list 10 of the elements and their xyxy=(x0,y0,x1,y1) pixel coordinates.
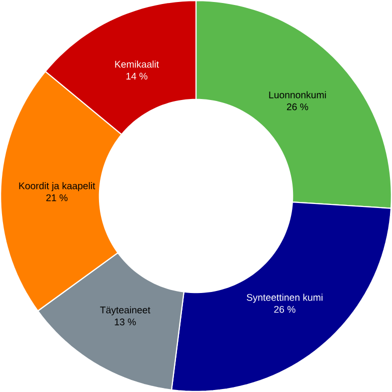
slice-label: Kemikaalit xyxy=(115,60,159,68)
slice-label: Synteettinen kumi xyxy=(246,294,322,303)
data-label: 13 % xyxy=(114,318,136,326)
data-label: 26 % xyxy=(274,306,296,313)
data-label: 26 % xyxy=(286,103,308,110)
slice-label: Koordit ja kaapelit xyxy=(19,182,96,192)
slice-label: Täyteaineet xyxy=(100,306,150,316)
data-label: 14 % xyxy=(126,72,148,80)
slice-label: Luonnonkumi xyxy=(269,91,326,98)
data-label: 21 % xyxy=(46,194,68,202)
